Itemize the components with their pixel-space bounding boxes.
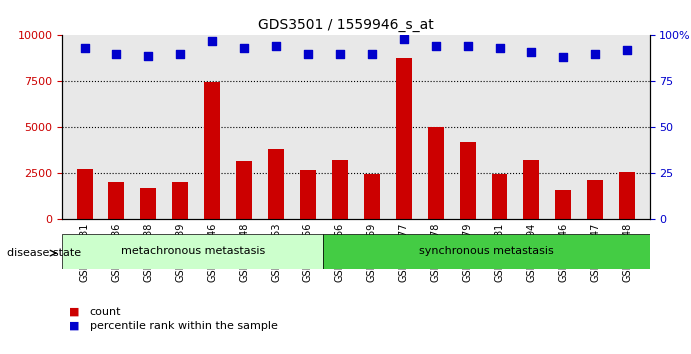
Point bbox=[79, 45, 90, 51]
Bar bbox=[460, 142, 475, 219]
Point bbox=[143, 53, 154, 58]
Point bbox=[238, 45, 249, 51]
Bar bbox=[268, 149, 284, 219]
Bar bbox=[556, 190, 571, 219]
FancyBboxPatch shape bbox=[323, 234, 650, 269]
Bar bbox=[491, 175, 507, 219]
Bar bbox=[172, 182, 188, 219]
Bar bbox=[364, 175, 380, 219]
Text: ■: ■ bbox=[69, 307, 79, 316]
FancyBboxPatch shape bbox=[62, 234, 323, 269]
Point bbox=[622, 47, 633, 53]
Point bbox=[111, 51, 122, 57]
Point bbox=[175, 51, 186, 57]
Bar bbox=[619, 172, 635, 219]
Text: metachronous metastasis: metachronous metastasis bbox=[121, 246, 265, 256]
Text: count: count bbox=[90, 307, 122, 316]
Bar bbox=[524, 160, 540, 219]
Point bbox=[207, 38, 218, 44]
Point bbox=[334, 51, 346, 57]
Point bbox=[366, 51, 377, 57]
Bar bbox=[332, 160, 348, 219]
Text: GDS3501 / 1559946_s_at: GDS3501 / 1559946_s_at bbox=[258, 18, 433, 32]
Bar bbox=[236, 161, 252, 219]
Bar bbox=[300, 170, 316, 219]
Point bbox=[462, 44, 473, 49]
Bar bbox=[396, 58, 412, 219]
Point bbox=[494, 45, 505, 51]
Bar bbox=[587, 180, 603, 219]
Text: disease state: disease state bbox=[7, 248, 81, 258]
Point bbox=[526, 49, 537, 55]
Point bbox=[558, 55, 569, 60]
Point bbox=[271, 44, 282, 49]
Text: percentile rank within the sample: percentile rank within the sample bbox=[90, 321, 278, 331]
Bar bbox=[205, 82, 220, 219]
Text: synchronous metastasis: synchronous metastasis bbox=[419, 246, 553, 256]
Text: ■: ■ bbox=[69, 321, 79, 331]
Bar bbox=[77, 169, 93, 219]
Point bbox=[398, 36, 409, 42]
Bar bbox=[428, 127, 444, 219]
Bar bbox=[108, 182, 124, 219]
Point bbox=[430, 44, 441, 49]
Point bbox=[589, 51, 600, 57]
Point bbox=[303, 51, 314, 57]
Bar bbox=[140, 188, 156, 219]
